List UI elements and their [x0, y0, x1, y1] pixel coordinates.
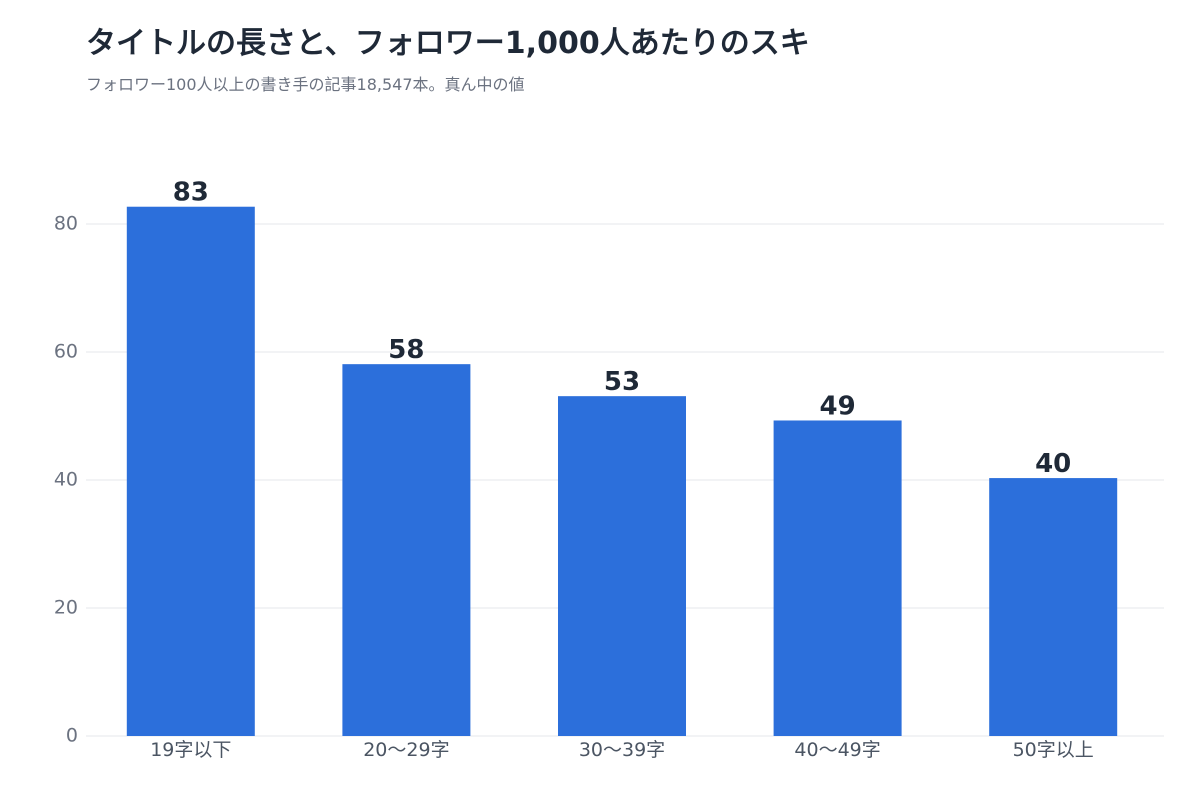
data-label: 40: [1035, 449, 1071, 479]
bars: [126, 206, 1118, 737]
y-tick-label: 20: [54, 597, 78, 619]
x-axis-ticks: 19字以下 20〜29字 30〜39字 40〜49字 50字以上: [150, 739, 1094, 761]
x-tick-label: 19字以下: [150, 739, 231, 761]
bar: [342, 364, 471, 736]
x-tick-label: 30〜39字: [579, 739, 665, 761]
x-tick-label: 20〜29字: [363, 739, 449, 761]
bar: [989, 478, 1118, 736]
y-tick-label: 60: [54, 341, 78, 363]
bar: [773, 420, 902, 736]
chart-subtitle: フォロワー100人以上の書き手の記事18,547本。真ん中の値: [86, 75, 525, 94]
y-tick-label: 80: [54, 213, 78, 235]
chart-title: タイトルの長さと、フォロワー1,000人あたりのスキ: [86, 26, 810, 61]
data-labels: 83 58 53 49 40: [173, 178, 1072, 479]
bar: [126, 206, 255, 737]
data-label: 58: [388, 335, 424, 365]
bar: [558, 396, 686, 736]
y-axis-ticks: 0 20 40 60 80: [54, 213, 78, 747]
data-label: 53: [604, 367, 640, 397]
y-tick-label: 0: [66, 725, 78, 747]
x-tick-label: 40〜49字: [794, 739, 880, 761]
data-label: 49: [820, 391, 856, 421]
y-tick-label: 40: [54, 469, 78, 491]
x-tick-label: 50字以上: [1013, 739, 1094, 761]
data-label: 83: [173, 178, 209, 208]
